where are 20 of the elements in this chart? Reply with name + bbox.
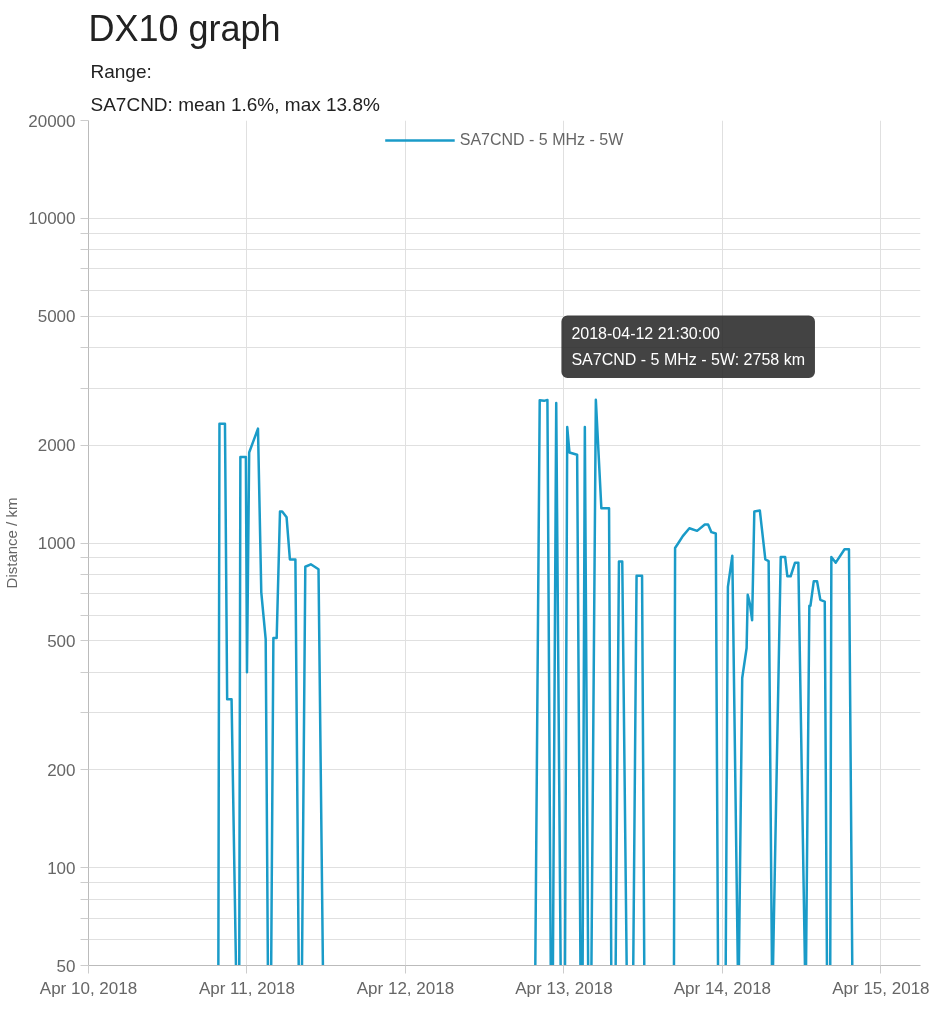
x-tick-label: Apr 12, 2018 [356,978,455,998]
x-tick-label: Apr 11, 2018 [198,978,296,998]
y-tick-label: 20000 [28,111,76,131]
annotation: 2018-04-12 21:30:00 SA7CND - 5 MHz - 5W: 2758 km [571,325,805,368]
chart-subtitle: Range: SA7CND: mean 1.6%, max 13.8% [90,60,380,116]
x-tick-label: Apr 15, 2018 [832,978,930,998]
y-tick-label: 500 [47,631,76,651]
y-tick-label: 10000 [28,209,76,229]
legend-label: SA7CND - 5 MHz - 5W [459,131,624,149]
x-tick-label: Apr 13, 2018 [515,978,613,998]
y-tick-label: 2000 [37,436,76,456]
chart-title: DX10 graph [88,7,281,49]
y-tick-label: 200 [47,760,76,780]
y-tick-label: 1000 [37,534,76,553]
y-axis-title: Distance / km [3,497,21,589]
x-tick-label: Apr 10, 2018 [39,978,138,998]
x-tick-label: Apr 14, 2018 [673,978,772,998]
y-tick-label: 100 [47,858,76,878]
y-tick-label: 5000 [37,307,76,327]
y-tick-label: 50 [56,956,76,976]
